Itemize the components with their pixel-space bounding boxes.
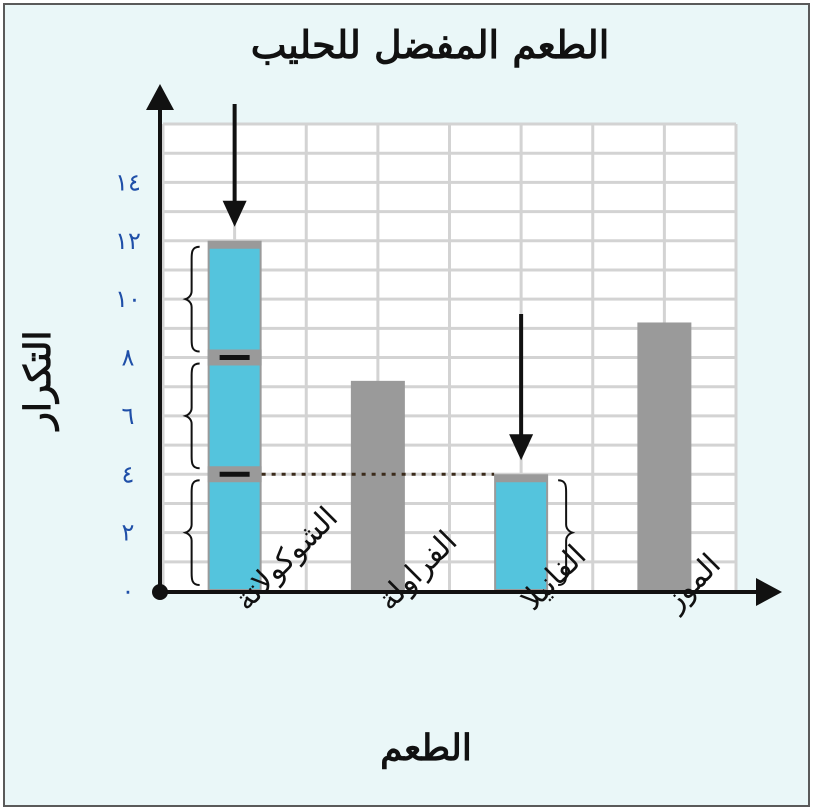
arrow-vanilla-head xyxy=(509,434,534,461)
bar-highlighted xyxy=(209,248,260,589)
y-tick-label: ١٢ xyxy=(115,227,141,255)
x-axis-title: الطعم xyxy=(380,727,472,770)
y-tick-label: ٠ xyxy=(122,577,135,605)
y-tick-label: ١٤ xyxy=(115,168,141,196)
y-tick-label: ٢ xyxy=(122,519,135,547)
y-tick-label: ٨ xyxy=(122,344,135,372)
y-axis-arrowhead xyxy=(146,84,174,110)
y-axis-title: التكرار xyxy=(17,331,60,433)
y-tick-labels: ٠ ٢ ٤ ٦ ٨ ١٠ ١٢ ١٤ xyxy=(115,168,141,605)
brace-right xyxy=(558,479,576,586)
bars xyxy=(207,240,692,591)
y-tick-label: ٤ xyxy=(122,460,135,488)
bar xyxy=(637,322,692,591)
x-axis-arrowhead xyxy=(756,578,782,606)
bar xyxy=(350,380,405,591)
brace-left xyxy=(182,362,200,470)
y-tick-label: ٦ xyxy=(122,402,135,430)
y-tick-label: ١٠ xyxy=(115,285,141,313)
chart-title: الطعم المفضل للحليب xyxy=(251,22,610,68)
arrow-chocolate-head xyxy=(222,200,247,227)
brace-left xyxy=(182,479,200,586)
bar-highlighted xyxy=(496,482,547,589)
origin-dot xyxy=(152,584,168,600)
brace-left xyxy=(182,245,200,353)
annotations xyxy=(182,104,576,586)
